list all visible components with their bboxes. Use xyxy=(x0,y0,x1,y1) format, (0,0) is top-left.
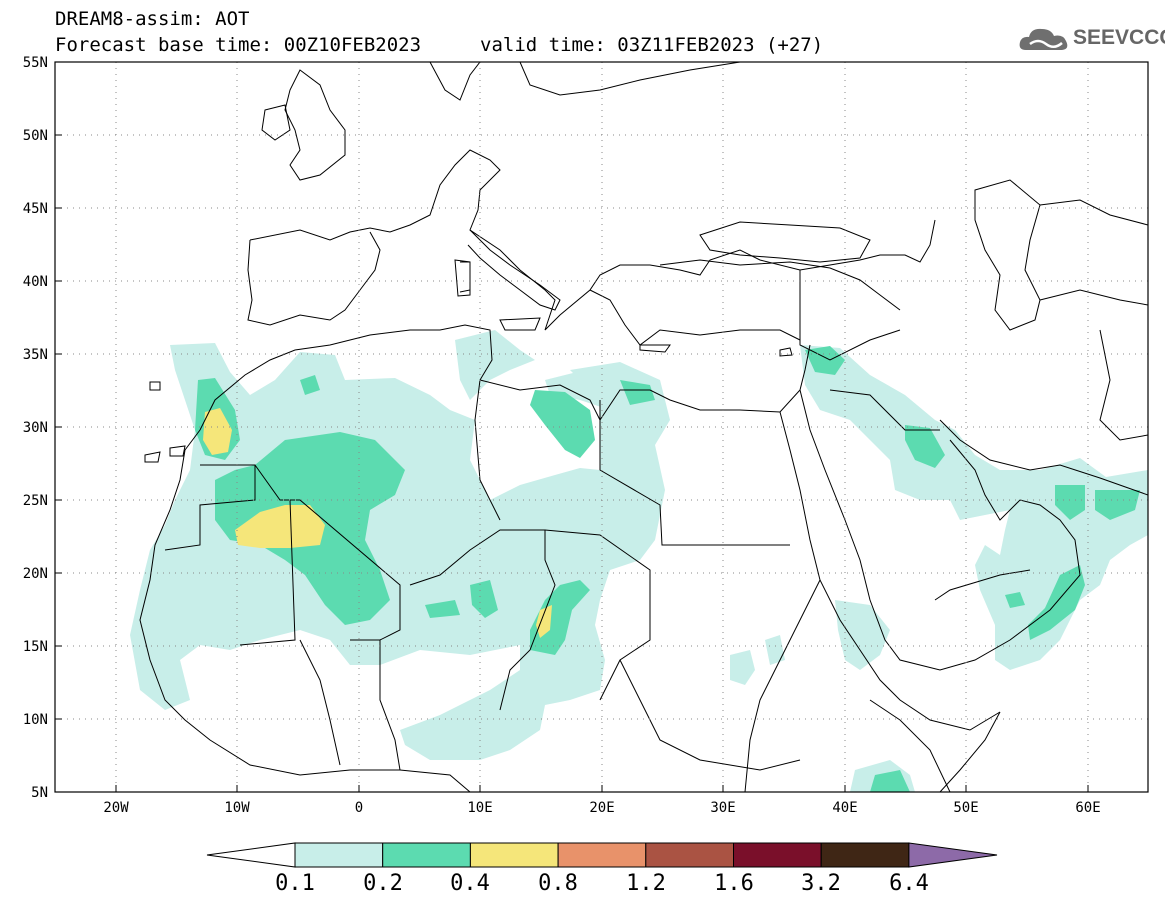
lat-labels: 55N 50N 45N 40N 35N 30N 25N 20N 15N 10N … xyxy=(23,55,48,801)
colorbar-label: 1.2 xyxy=(626,871,666,896)
colorbar-segment xyxy=(820,842,910,868)
colorbar-segment xyxy=(206,842,296,868)
lat-label: 45N xyxy=(23,201,48,217)
colorbar-label: 6.4 xyxy=(889,871,929,896)
lon-label: 0 xyxy=(355,800,363,816)
cloud-icon xyxy=(1019,28,1068,50)
lat-label: 15N xyxy=(23,639,48,655)
valid-time: valid time: 03Z11FEB2023 (+27) xyxy=(480,34,824,56)
seevccc-logo: SEEVCCC xyxy=(1018,24,1165,54)
colorbar-segment xyxy=(294,842,384,868)
colorbar-label: 3.2 xyxy=(801,871,841,896)
logo-text: SEEVCCC xyxy=(1073,26,1165,49)
lon-label: 40E xyxy=(832,800,857,816)
lat-label: 5N xyxy=(31,785,48,801)
lat-label: 30N xyxy=(23,420,48,436)
coastlines-borders xyxy=(139,62,1148,792)
lon-label: 20W xyxy=(103,800,129,816)
forecast-base-time: Forecast base time: 00Z10FEB2023 xyxy=(55,34,422,56)
colorbar xyxy=(206,842,998,868)
aot-0.4-fill xyxy=(203,408,552,638)
colorbar-segment xyxy=(382,842,471,868)
lat-label: 10N xyxy=(23,712,48,728)
grid xyxy=(55,62,1148,792)
ticks xyxy=(55,61,1089,793)
colorbar-segment xyxy=(557,842,647,868)
lon-label: 30E xyxy=(710,800,735,816)
lon-label: 10E xyxy=(467,800,492,816)
lat-label: 40N xyxy=(23,274,48,290)
lon-label: 60E xyxy=(1075,800,1100,816)
colorbar-segment xyxy=(469,842,559,868)
colorbar-label: 0.1 xyxy=(275,871,315,896)
lat-label: 55N xyxy=(23,55,48,71)
lat-label: 25N xyxy=(23,493,48,509)
lon-labels: 20W 10W 0 10E 20E 30E 40E 50E 60E xyxy=(103,800,1100,816)
lon-label: 50E xyxy=(953,800,978,816)
colorbar-label: 0.2 xyxy=(363,871,403,896)
lat-label: 50N xyxy=(23,128,48,144)
colorbar-label: 1.6 xyxy=(714,871,754,896)
colorbar-segment xyxy=(733,842,822,868)
lon-label: 20E xyxy=(589,800,614,816)
colorbar-label: 0.4 xyxy=(450,871,490,896)
colorbar-segment xyxy=(908,842,998,868)
aot-0.1-fill xyxy=(130,330,1148,792)
map-title: DREAM8-assim: AOT xyxy=(55,8,250,30)
colorbar-label: 0.8 xyxy=(538,871,578,896)
colorbar-segment xyxy=(645,842,734,868)
lat-label: 20N xyxy=(23,566,48,582)
lat-label: 35N xyxy=(23,347,48,363)
aot-contours xyxy=(130,330,1148,792)
aot-map: 55N 50N 45N 40N 35N 30N 25N 20N 15N 10N … xyxy=(23,55,1149,816)
lon-label: 10W xyxy=(224,800,250,816)
